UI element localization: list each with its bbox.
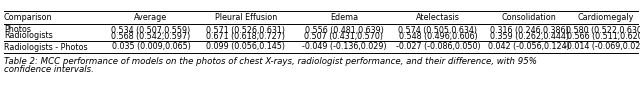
Text: 0.534 (0.507,0.559): 0.534 (0.507,0.559): [111, 26, 191, 34]
Text: 0.507 (0.431,0.570): 0.507 (0.431,0.570): [305, 32, 383, 40]
Text: -0.049 (-0.136,0.029): -0.049 (-0.136,0.029): [301, 43, 387, 51]
Text: Table 2: MCC performance of models on the photos of chest X-rays, radiologist pe: Table 2: MCC performance of models on th…: [4, 57, 537, 66]
Text: Photos: Photos: [4, 26, 31, 34]
Text: 0.556 (0.481,0.639): 0.556 (0.481,0.639): [305, 26, 383, 34]
Text: Atelectasis: Atelectasis: [416, 13, 460, 23]
Text: 0.099 (0.056,0.145): 0.099 (0.056,0.145): [207, 43, 285, 51]
Text: 0.574 (0.505,0.634): 0.574 (0.505,0.634): [399, 26, 477, 34]
Text: 0.571 (0.526,0.631): 0.571 (0.526,0.631): [207, 26, 285, 34]
Text: Radiologists - Photos: Radiologists - Photos: [4, 43, 88, 51]
Text: Radiologists: Radiologists: [4, 32, 52, 40]
Text: 0.580 (0.522,0.630): 0.580 (0.522,0.630): [566, 26, 640, 34]
Text: 0.359 (0.262,0.444): 0.359 (0.262,0.444): [490, 32, 568, 40]
Text: Pleural Effusion: Pleural Effusion: [215, 13, 277, 23]
Text: 0.548 (0.496,0.606): 0.548 (0.496,0.606): [399, 32, 477, 40]
Text: 0.042 (-0.056,0.124): 0.042 (-0.056,0.124): [488, 43, 570, 51]
Text: 0.568 (0.542,0.597): 0.568 (0.542,0.597): [111, 32, 191, 40]
Text: -0.014 (-0.069,0.029): -0.014 (-0.069,0.029): [564, 43, 640, 51]
Text: 0.566 (0.511,0.620): 0.566 (0.511,0.620): [566, 32, 640, 40]
Text: Consolidation: Consolidation: [502, 13, 556, 23]
Text: Comparison: Comparison: [4, 13, 52, 23]
Text: confidence intervals.: confidence intervals.: [4, 65, 94, 74]
Text: -0.027 (-0.086,0.050): -0.027 (-0.086,0.050): [396, 43, 480, 51]
Text: 0.316 (0.246,0.386): 0.316 (0.246,0.386): [490, 26, 568, 34]
Text: 0.671 (0.618,0.727): 0.671 (0.618,0.727): [207, 32, 285, 40]
Text: Average: Average: [134, 13, 168, 23]
Text: Cardiomegaly: Cardiomegaly: [578, 13, 634, 23]
Text: 0.035 (0.009,0.065): 0.035 (0.009,0.065): [111, 43, 191, 51]
Text: Edema: Edema: [330, 13, 358, 23]
